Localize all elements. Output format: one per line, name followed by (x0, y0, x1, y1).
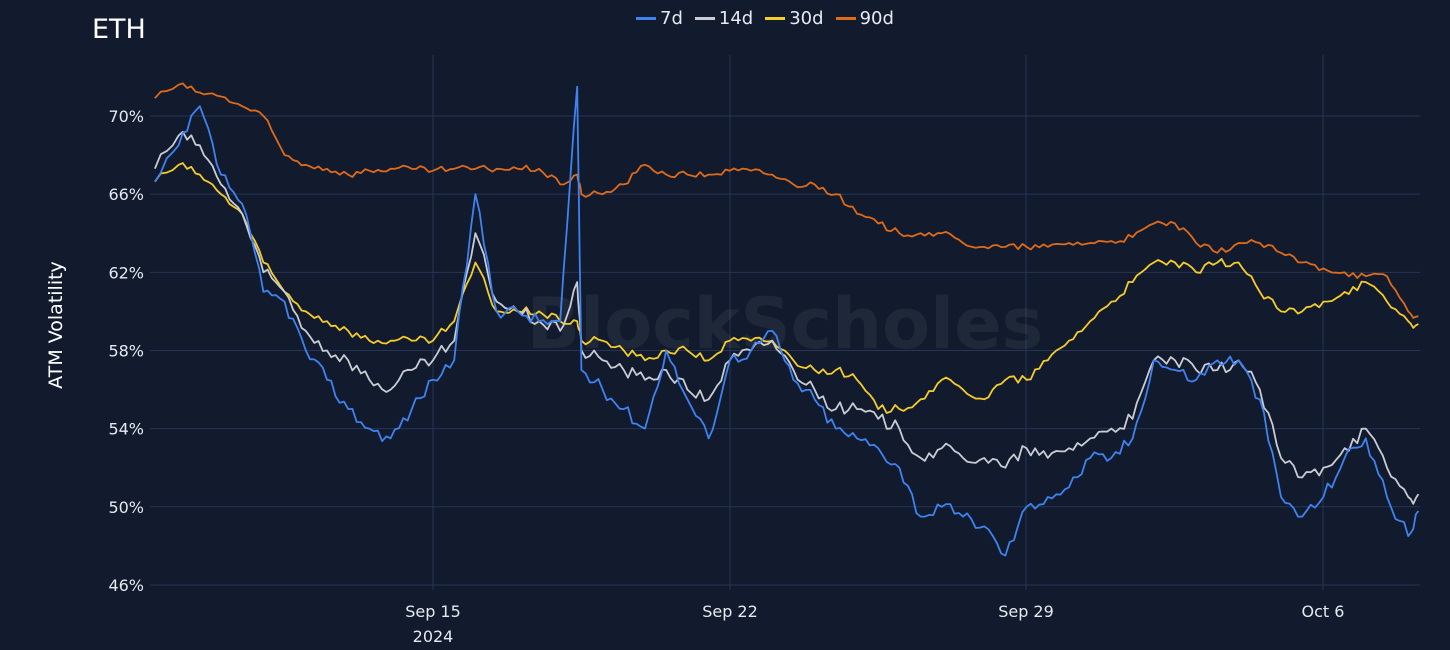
chart-title: ETH (92, 14, 146, 45)
y-tick-label: 70% (108, 107, 144, 126)
y-tick-label: 62% (108, 263, 144, 282)
legend-item-14d[interactable]: 14d (694, 8, 754, 29)
series-line-90d[interactable] (154, 82, 1419, 319)
x-axis-ticks: Sep 15 2024 Sep 22 Sep 29 Oct 6 (405, 602, 1344, 646)
x-tick-label: Sep 15 (405, 602, 461, 621)
legend-label-7d: 7d (660, 8, 683, 29)
legend-swatch-14d (694, 17, 715, 20)
legend-label-30d: 30d (789, 8, 824, 29)
series-line-7d[interactable] (154, 85, 1420, 557)
y-tick-label: 66% (108, 185, 144, 204)
gridlines (150, 55, 1420, 590)
x-tick-year: 2024 (413, 627, 454, 646)
x-tick-label: Oct 6 (1302, 602, 1345, 621)
y-tick-label: 54% (108, 420, 144, 439)
y-axis-ticks: 46% 50% 54% 58% 62% 66% 70% (108, 107, 144, 595)
x-tick-label: Sep 22 (702, 602, 758, 621)
legend-label-90d: 90d (859, 8, 894, 29)
legend-swatch-30d (765, 17, 786, 20)
legend-swatch-90d (835, 17, 856, 20)
legend-label-14d: 14d (718, 8, 754, 29)
watermark: BlockScholes (527, 283, 1043, 365)
legend-item-7d[interactable]: 7d (636, 8, 683, 29)
x-tick-label: Sep 29 (998, 602, 1054, 621)
y-tick-label: 50% (108, 498, 144, 517)
series-line-30d[interactable] (154, 162, 1419, 414)
series-lines (154, 82, 1420, 557)
legend-item-30d[interactable]: 30d (765, 8, 824, 29)
y-tick-label: 58% (108, 341, 144, 360)
legend: 7d 14d 30d 90d (636, 8, 894, 29)
legend-swatch-7d (636, 17, 656, 20)
legend-item-90d[interactable]: 90d (835, 8, 894, 29)
y-tick-label: 46% (108, 576, 144, 595)
